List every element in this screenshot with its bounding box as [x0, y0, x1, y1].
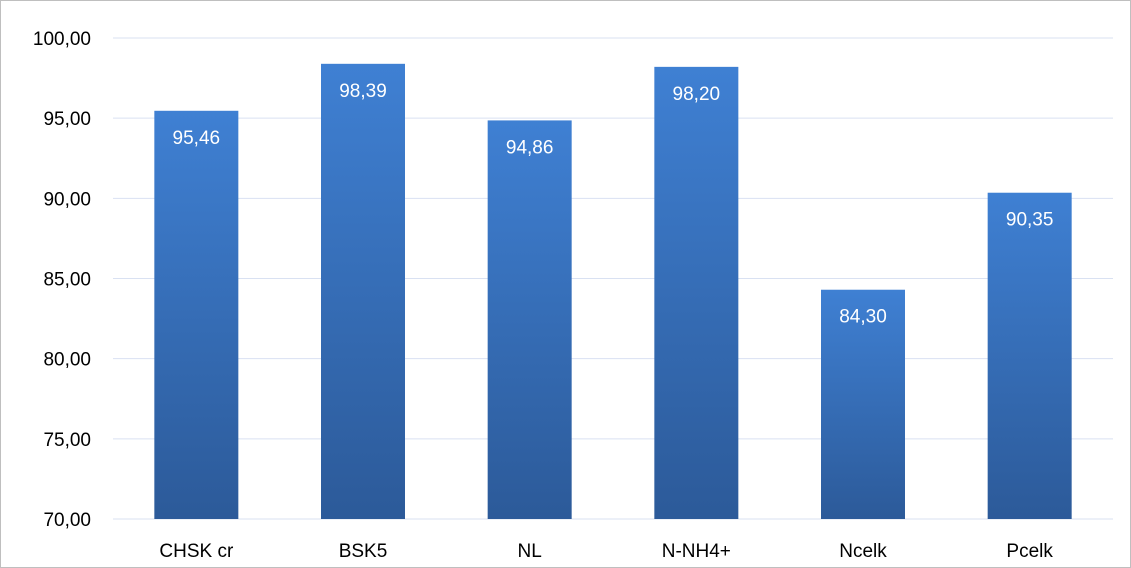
y-tick-label: 95,00 — [43, 109, 91, 130]
y-tick-label: 90,00 — [43, 189, 91, 210]
data-label: 94,86 — [506, 137, 554, 158]
x-tick-label: Ncelk — [839, 541, 887, 562]
bar — [154, 110, 239, 520]
y-tick-label: 80,00 — [43, 350, 91, 371]
data-label: 95,46 — [173, 128, 221, 149]
y-tick-label: 85,00 — [43, 270, 91, 291]
x-tick-label: N-NH4+ — [662, 541, 731, 562]
y-tick-label: 100,00 — [33, 29, 91, 50]
bar — [821, 289, 905, 519]
x-tick-label: NL — [518, 541, 542, 562]
y-tick-label: 75,00 — [43, 430, 91, 451]
bars: 95,46 98,39 94,86 98,20 84,30 90,35 — [154, 63, 1072, 520]
y-tick-label: 70,00 — [43, 510, 91, 531]
x-tick-label: BSK5 — [339, 541, 388, 562]
x-axis-tick-labels: CHSK cr BSK5 NL N-NH4+ Ncelk Pcelk — [159, 541, 1053, 562]
bar — [487, 120, 572, 520]
gridlines — [113, 37, 1113, 520]
y-axis-tick-labels: 70,00 75,00 80,00 85,00 90,00 95,00 100,00 — [33, 29, 91, 531]
bar — [654, 66, 739, 520]
data-label: 84,30 — [839, 307, 887, 328]
bar — [321, 63, 405, 520]
bar — [987, 192, 1072, 519]
data-label: 90,35 — [1006, 210, 1054, 231]
x-tick-label: CHSK cr — [159, 541, 234, 562]
x-tick-label: Pcelk — [1006, 541, 1053, 562]
data-label: 98,20 — [673, 84, 721, 105]
data-label: 98,39 — [339, 81, 387, 102]
